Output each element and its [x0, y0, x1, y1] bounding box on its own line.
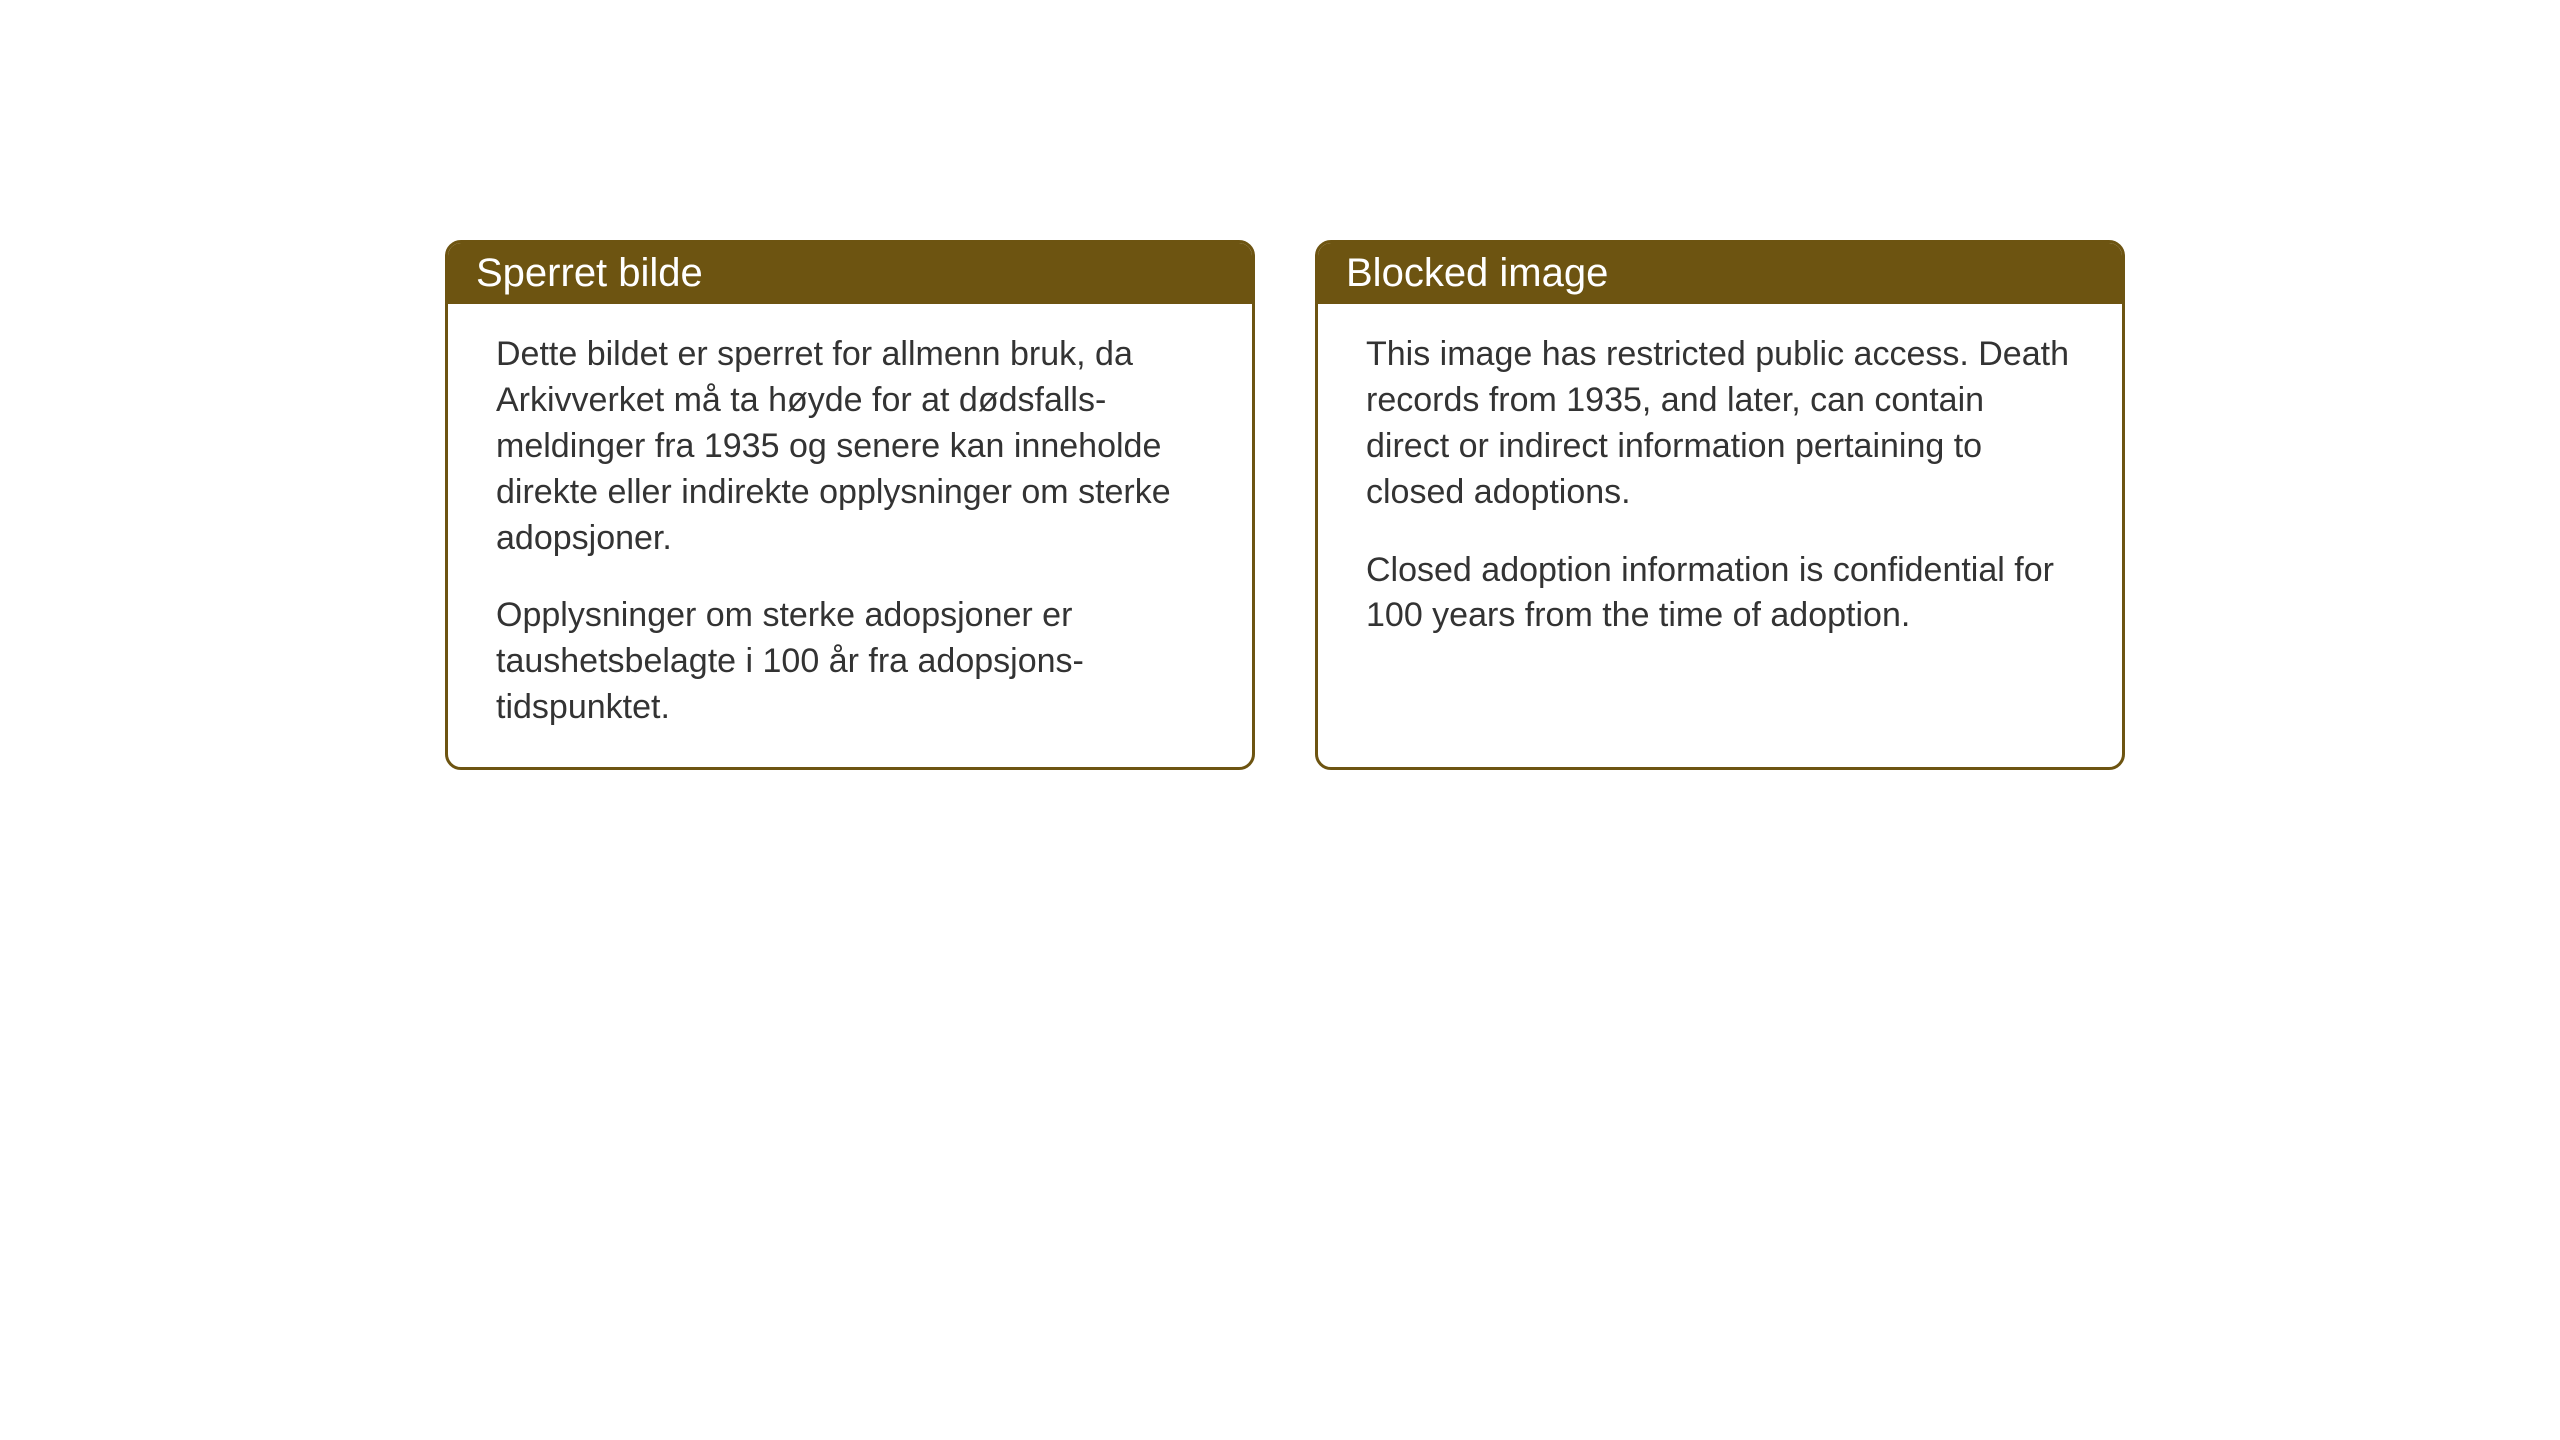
english-card-title: Blocked image: [1318, 243, 2122, 304]
notice-cards-container: Sperret bilde Dette bildet er sperret fo…: [445, 240, 2125, 770]
english-paragraph-2: Closed adoption information is confident…: [1366, 548, 2074, 640]
norwegian-paragraph-1: Dette bildet er sperret for allmenn bruk…: [496, 332, 1204, 561]
norwegian-card-body: Dette bildet er sperret for allmenn bruk…: [448, 304, 1252, 767]
norwegian-paragraph-2: Opplysninger om sterke adopsjoner er tau…: [496, 593, 1204, 731]
english-paragraph-1: This image has restricted public access.…: [1366, 332, 2074, 516]
norwegian-card-title: Sperret bilde: [448, 243, 1252, 304]
norwegian-notice-card: Sperret bilde Dette bildet er sperret fo…: [445, 240, 1255, 770]
english-card-body: This image has restricted public access.…: [1318, 304, 2122, 675]
english-notice-card: Blocked image This image has restricted …: [1315, 240, 2125, 770]
